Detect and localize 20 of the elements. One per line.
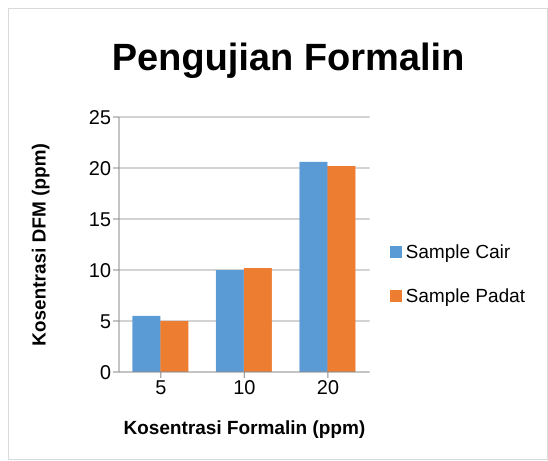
bar [216, 270, 244, 372]
bar [132, 316, 160, 372]
y-tick-label: 5 [100, 311, 111, 334]
chart-title: Pengujian Formalin [110, 36, 466, 81]
legend-label: Sample Padat [406, 286, 525, 306]
y-axis-title: Kosentrasi DFM (ppm) [30, 143, 51, 346]
x-axis-title: Kosentrasi Formalin (ppm) [123, 418, 366, 439]
legend-label: Sample Cair [406, 242, 510, 262]
bar [244, 268, 272, 372]
x-tick-label: 5 [155, 377, 166, 400]
y-tick-label: 20 [88, 158, 111, 180]
y-tick-label: 25 [88, 107, 111, 130]
bar [327, 166, 356, 372]
x-tick-label: 20 [316, 377, 339, 400]
x-tick-label: 10 [233, 377, 256, 400]
y-tick-label: 0 [100, 362, 111, 384]
bar [160, 321, 188, 372]
y-tick-label: 10 [88, 260, 111, 282]
bar [299, 162, 328, 372]
y-tick-label: 15 [88, 209, 111, 232]
